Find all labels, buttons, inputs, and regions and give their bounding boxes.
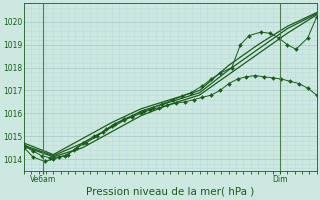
X-axis label: Pression niveau de la mer( hPa ): Pression niveau de la mer( hPa ) <box>86 187 254 197</box>
